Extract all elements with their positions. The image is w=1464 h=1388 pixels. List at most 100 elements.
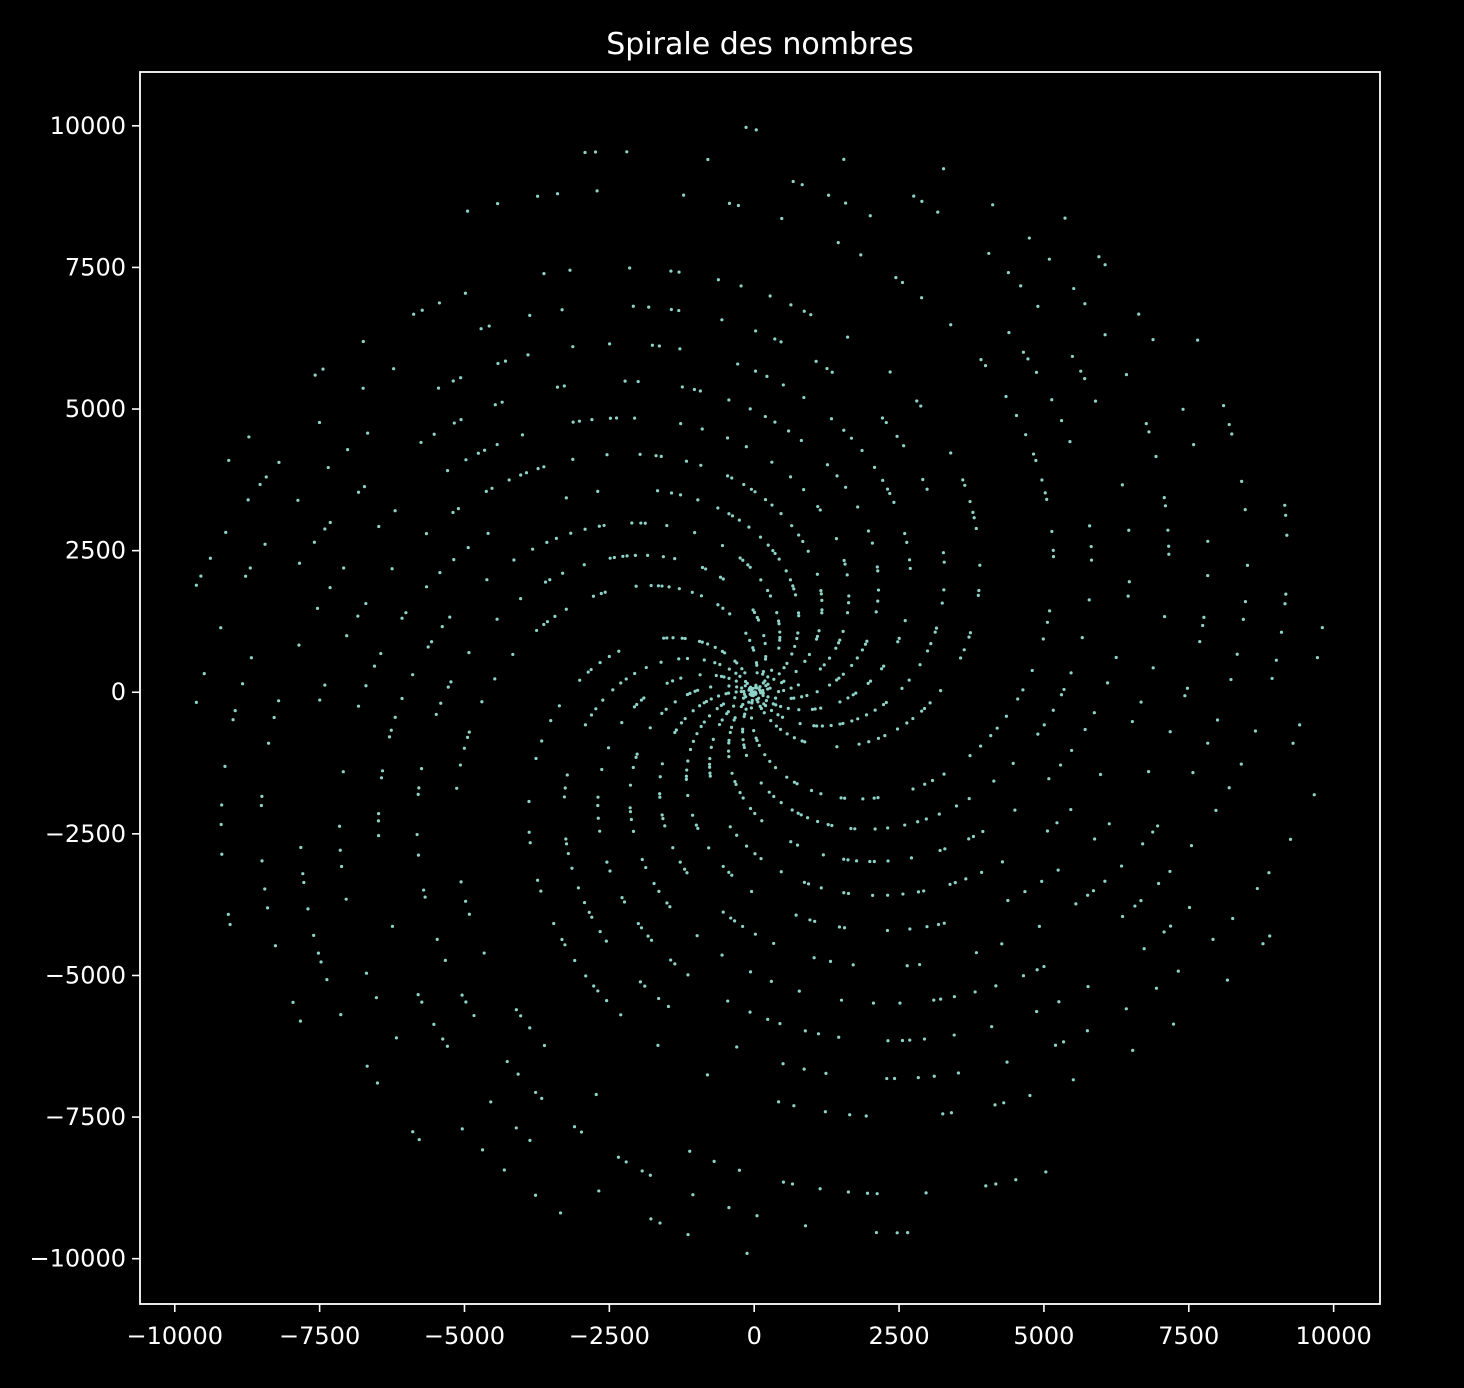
data-point [194, 583, 198, 587]
data-point [683, 867, 687, 871]
data-point [718, 575, 723, 579]
data-point [451, 379, 455, 383]
data-point [762, 711, 766, 715]
data-point [467, 651, 471, 655]
data-point [918, 663, 922, 667]
data-point [1187, 905, 1192, 910]
data-point [566, 851, 570, 856]
data-point [778, 727, 783, 731]
data-point [669, 269, 673, 273]
data-point [464, 458, 468, 462]
data-point [786, 429, 791, 433]
data-point [1227, 786, 1231, 790]
data-point [768, 294, 772, 298]
y-tick-label: −5000 [45, 961, 126, 989]
data-point [911, 716, 915, 721]
data-point [908, 566, 912, 571]
data-point [677, 587, 681, 591]
data-point [885, 928, 890, 933]
data-point [1093, 837, 1097, 841]
data-point [779, 870, 783, 874]
data-point [784, 569, 788, 573]
data-point [356, 490, 361, 494]
data-point [1044, 1170, 1048, 1174]
data-point [612, 555, 616, 560]
data-point [519, 473, 523, 477]
data-point [272, 715, 276, 720]
data-point [884, 700, 888, 705]
data-point [942, 772, 946, 776]
data-point [561, 571, 565, 575]
data-point [1050, 529, 1054, 534]
data-point [757, 743, 761, 747]
data-point [953, 881, 957, 885]
data-point [776, 1100, 781, 1104]
data-point [907, 558, 912, 562]
data-point [632, 705, 637, 709]
data-point [873, 827, 877, 831]
data-point [690, 813, 695, 817]
data-point [770, 668, 774, 672]
data-point [812, 956, 816, 960]
data-point [727, 870, 731, 874]
data-point [747, 525, 751, 529]
data-point [790, 652, 794, 656]
data-point [876, 796, 880, 800]
data-point [942, 560, 946, 564]
data-point [713, 645, 717, 649]
data-point [534, 1090, 538, 1095]
data-point [1093, 399, 1098, 403]
data-point [732, 919, 737, 923]
data-point [942, 921, 946, 925]
data-point [1079, 369, 1083, 373]
data-point [697, 639, 702, 643]
data-point [839, 796, 843, 800]
data-point [667, 585, 671, 589]
data-point [886, 859, 890, 863]
data-point [752, 648, 756, 652]
data-point [1035, 968, 1039, 972]
data-point [688, 747, 693, 752]
data-point [400, 616, 404, 620]
data-point [1215, 718, 1220, 722]
data-point [728, 825, 732, 829]
data-point [763, 679, 767, 683]
data-point [404, 611, 408, 615]
data-point [738, 556, 742, 560]
data-point [769, 979, 773, 983]
data-point [258, 482, 262, 487]
data-point [782, 666, 786, 670]
data-point [744, 707, 748, 711]
data-point [1141, 842, 1145, 846]
data-point [711, 737, 715, 741]
data-point [639, 698, 644, 702]
data-point [742, 689, 746, 694]
data-point [678, 493, 683, 497]
data-point [865, 639, 869, 643]
data-point [796, 811, 800, 815]
data-point [825, 463, 830, 467]
data-point [801, 539, 805, 544]
data-point [920, 296, 924, 300]
data-point [1105, 681, 1110, 685]
data-point [881, 478, 885, 482]
data-point [941, 551, 946, 555]
data-point [792, 780, 796, 784]
data-point [995, 726, 999, 730]
data-point [1168, 730, 1172, 734]
x-tick-label: 5000 [1013, 1322, 1074, 1350]
data-point [700, 427, 704, 431]
data-point [227, 458, 231, 463]
data-point [467, 912, 471, 916]
data-point [660, 584, 664, 588]
data-point [598, 660, 602, 665]
data-point [583, 527, 587, 531]
data-point [534, 628, 539, 633]
data-point [663, 824, 667, 828]
data-point [607, 342, 612, 346]
data-point [419, 440, 423, 445]
data-point [700, 640, 704, 644]
data-point [908, 1038, 912, 1042]
data-point [716, 694, 721, 698]
data-point [516, 1072, 520, 1076]
